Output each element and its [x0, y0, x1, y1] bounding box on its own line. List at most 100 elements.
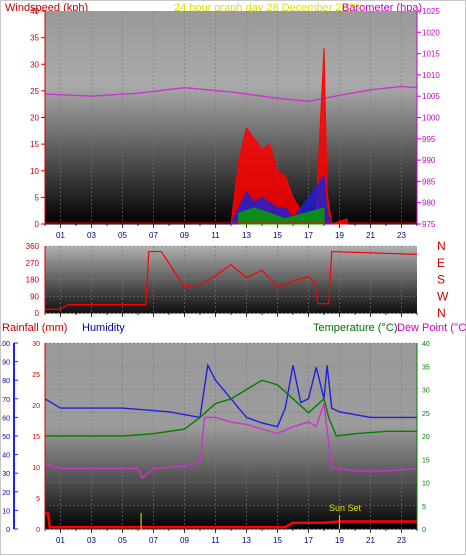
- direction-y-tick: 360: [26, 242, 40, 251]
- wind-y-tick: 5: [35, 193, 40, 202]
- x-tick-label: 23: [397, 231, 406, 240]
- humidity-line: [44, 363, 417, 428]
- x-tick-label: 19: [335, 231, 344, 240]
- x-tick-label: 07: [149, 231, 158, 240]
- wind-gust-area: [230, 48, 348, 226]
- baro-y-tick: 975: [422, 220, 436, 229]
- humidity-y-tick: 20: [2, 490, 10, 497]
- grid-lines: [14, 10, 421, 533]
- chart-marks: [44, 48, 418, 529]
- rain-y-tick: 10: [32, 465, 40, 472]
- wind-y-tick: 40: [30, 7, 39, 16]
- x-tick-label: 15: [273, 231, 282, 240]
- baro-y-tick: 980: [422, 199, 436, 208]
- x-tick-label: 07: [149, 536, 158, 545]
- x-tick-label: 09: [180, 536, 189, 545]
- humidity-y-tick: 10: [2, 508, 10, 515]
- x-tick-label: 21: [366, 231, 375, 240]
- x-tick-label: 03: [87, 536, 96, 545]
- temp-y-tick: 40: [422, 341, 430, 348]
- direction-y-tick: 90: [30, 292, 39, 301]
- rainfall-line: [45, 512, 417, 529]
- compass-label: N: [437, 306, 446, 320]
- x-tick-label: 11: [211, 231, 220, 240]
- compass-label: N: [437, 239, 446, 253]
- compass-label: S: [437, 273, 445, 287]
- x-tick-label: 01: [56, 231, 65, 240]
- wind-low-area: [238, 207, 325, 225]
- wind-y-tick: 10: [30, 167, 39, 176]
- x-tick-label: 11: [211, 536, 220, 545]
- wind-y-tick: 20: [30, 114, 39, 123]
- rain-y-tick: 20: [32, 403, 40, 410]
- baro-y-tick: 1005: [422, 92, 440, 101]
- temperature-title: Temperature (°C): [313, 322, 397, 334]
- humidity-y-tick: 50: [2, 434, 10, 441]
- humidity-y-tick: 80: [2, 378, 10, 385]
- x-tick-label: 13: [242, 231, 251, 240]
- direction-y-tick: 180: [26, 276, 40, 285]
- humidity-y-tick: 30: [2, 471, 10, 478]
- x-tick-label: 19: [335, 536, 344, 545]
- humidity-y-tick: 0: [6, 527, 10, 534]
- baro-y-tick: 1000: [422, 114, 440, 123]
- temp-y-tick: 10: [422, 481, 430, 488]
- wind-y-tick: 35: [30, 34, 39, 43]
- baro-y-tick: 1020: [422, 28, 440, 37]
- x-tick-label: 01: [56, 536, 65, 545]
- barometer-line: [44, 85, 418, 103]
- baro-y-tick: 985: [422, 177, 436, 186]
- x-tick-label: 17: [304, 536, 313, 545]
- humidity-y-tick: 40: [2, 453, 10, 460]
- rain-y-tick: 30: [32, 341, 40, 348]
- humidity-y-tick: 70: [2, 397, 10, 404]
- temp-y-tick: 5: [422, 504, 426, 511]
- sunset-label: Sun Set: [329, 503, 362, 513]
- temperature-line: [45, 379, 417, 437]
- direction-y-tick: 270: [26, 259, 40, 268]
- temp-y-tick: 25: [422, 411, 430, 418]
- wind-plot-area: [45, 11, 417, 224]
- dew-point-line: [44, 403, 418, 479]
- wind-y-tick: 30: [30, 60, 39, 69]
- temp-y-tick: 35: [422, 364, 430, 371]
- dew-point-title: Dew Point (°C): [397, 322, 466, 334]
- humidity-y-tick: 60: [2, 415, 10, 422]
- humidity-y-tick: 90: [2, 360, 10, 367]
- baro-y-tick: 1010: [422, 71, 440, 80]
- rain-y-tick: 0: [36, 527, 40, 534]
- rain-y-tick: 5: [36, 496, 40, 503]
- temp-y-tick: 30: [422, 388, 430, 395]
- wind-y-tick: 0: [35, 220, 40, 229]
- x-tick-label: 21: [366, 536, 375, 545]
- x-tick-label: 15: [273, 536, 282, 545]
- compass-label: E: [437, 256, 445, 270]
- x-tick-label: 13: [242, 536, 251, 545]
- wind-y-tick: 25: [30, 87, 39, 96]
- x-tick-label: 17: [304, 231, 313, 240]
- wind-direction-line: [45, 250, 418, 310]
- baro-y-tick: 995: [422, 135, 436, 144]
- compass-label: W: [437, 289, 449, 303]
- temp-y-tick: 0: [422, 527, 426, 534]
- x-tick-label: 05: [118, 536, 127, 545]
- baro-y-tick: 990: [422, 156, 436, 165]
- rain-y-tick: 15: [32, 434, 40, 441]
- rainfall-title: Rainfall (mm): [2, 322, 67, 334]
- baro-y-tick: 1015: [422, 50, 440, 59]
- wind-y-tick: 15: [30, 140, 39, 149]
- baro-y-tick: 1025: [422, 7, 440, 16]
- humidity-title: Humidity: [82, 322, 125, 334]
- x-tick-label: 03: [87, 231, 96, 240]
- temp-y-tick: 20: [422, 434, 430, 441]
- x-tick-label: 23: [397, 536, 406, 545]
- humidity-y-tick: 100: [1, 341, 10, 348]
- temp-y-tick: 15: [422, 457, 430, 464]
- x-tick-label: 05: [118, 231, 127, 240]
- direction-y-tick: 0: [35, 309, 40, 318]
- rain-y-tick: 25: [32, 372, 40, 379]
- x-tick-label: 09: [180, 231, 189, 240]
